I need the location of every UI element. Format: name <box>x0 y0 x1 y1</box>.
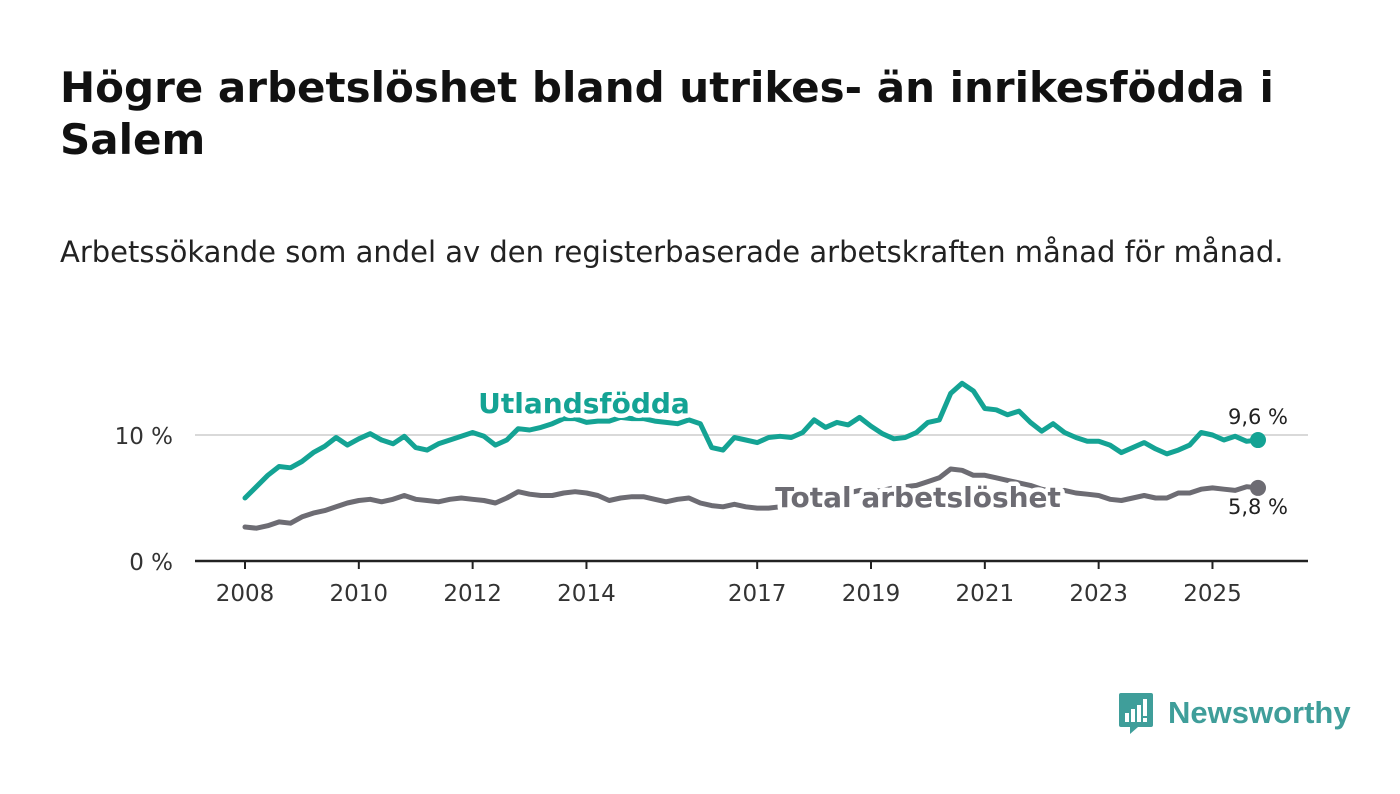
end-value-label: 5,8 % <box>1228 495 1288 519</box>
series-line-total <box>242 466 1261 531</box>
x-tick-label: 2019 <box>842 581 901 607</box>
end-point-marker <box>1250 479 1266 496</box>
page-subtitle: Arbetssökande som andel av den registerb… <box>60 235 1284 269</box>
x-tick-label: 2025 <box>1183 581 1242 607</box>
x-tick-label: 2012 <box>443 581 502 607</box>
x-tick-label: 2017 <box>728 581 787 607</box>
x-tick-label: 2010 <box>330 581 389 607</box>
series-label-total: Total arbetslöshet <box>775 481 1061 514</box>
x-tick-label: 2008 <box>216 581 275 607</box>
series-label-utlandsfodda: Utlandsfödda <box>478 387 690 420</box>
series-line-utlandsfodda <box>242 380 1261 501</box>
bar-chart-icon <box>1119 693 1153 734</box>
x-tick-label: 2014 <box>557 581 616 607</box>
newsworthy-logo: Newsworthy <box>1118 690 1351 736</box>
y-tick-label: 10 % <box>115 424 173 450</box>
y-tick-label: 0 % <box>129 550 173 576</box>
brand-name: Newsworthy <box>1168 695 1351 730</box>
end-value-label: 9,6 % <box>1228 405 1288 429</box>
page-title: Högre arbetslöshet bland utrikes- än inr… <box>60 63 1274 164</box>
end-point-marker <box>1250 432 1266 449</box>
x-tick-label: 2021 <box>956 581 1015 607</box>
x-tick-label: 2023 <box>1069 581 1128 607</box>
